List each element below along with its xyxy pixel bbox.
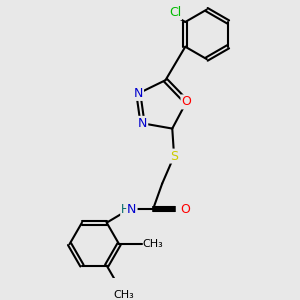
Text: O: O	[182, 95, 191, 108]
Text: S: S	[170, 150, 178, 163]
Text: H: H	[121, 203, 130, 216]
Text: N: N	[138, 117, 147, 130]
Text: O: O	[180, 203, 190, 216]
Text: CH₃: CH₃	[142, 239, 164, 249]
Text: CH₃: CH₃	[113, 290, 134, 300]
Text: N: N	[134, 87, 143, 100]
Text: N: N	[127, 203, 136, 216]
Text: Cl: Cl	[169, 6, 181, 19]
